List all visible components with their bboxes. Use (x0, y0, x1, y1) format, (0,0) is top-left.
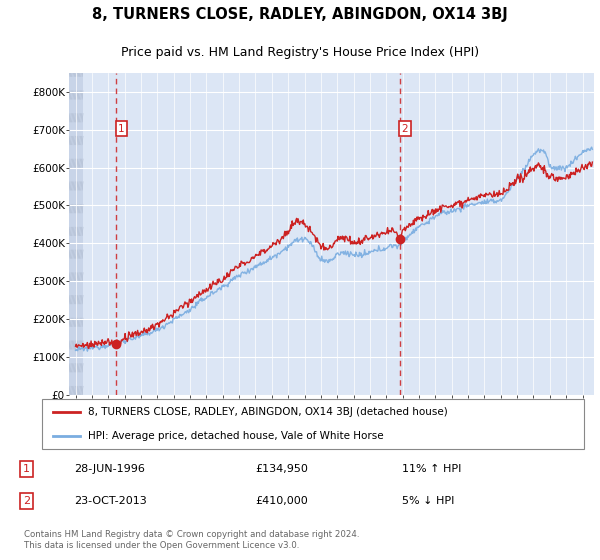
Text: Price paid vs. HM Land Registry's House Price Index (HPI): Price paid vs. HM Land Registry's House … (121, 46, 479, 59)
Text: 23-OCT-2013: 23-OCT-2013 (74, 496, 147, 506)
Text: 5% ↓ HPI: 5% ↓ HPI (401, 496, 454, 506)
Text: 8, TURNERS CLOSE, RADLEY, ABINGDON, OX14 3BJ (detached house): 8, TURNERS CLOSE, RADLEY, ABINGDON, OX14… (88, 407, 448, 417)
Text: £410,000: £410,000 (255, 496, 308, 506)
Text: 28-JUN-1996: 28-JUN-1996 (74, 464, 145, 474)
Text: 11% ↑ HPI: 11% ↑ HPI (401, 464, 461, 474)
Text: 1: 1 (23, 464, 30, 474)
Text: £134,950: £134,950 (255, 464, 308, 474)
FancyBboxPatch shape (42, 399, 584, 449)
Text: 1: 1 (118, 124, 125, 133)
Text: Contains HM Land Registry data © Crown copyright and database right 2024.
This d: Contains HM Land Registry data © Crown c… (23, 530, 359, 550)
Text: 2: 2 (23, 496, 30, 506)
Text: 2: 2 (401, 124, 408, 133)
Text: 8, TURNERS CLOSE, RADLEY, ABINGDON, OX14 3BJ: 8, TURNERS CLOSE, RADLEY, ABINGDON, OX14… (92, 7, 508, 21)
Text: HPI: Average price, detached house, Vale of White Horse: HPI: Average price, detached house, Vale… (88, 431, 384, 441)
